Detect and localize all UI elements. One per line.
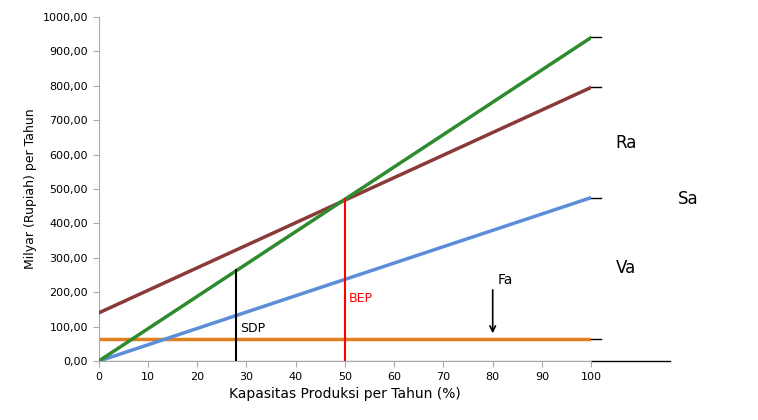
Y-axis label: Milyar (Rupiah) per Tahun: Milyar (Rupiah) per Tahun bbox=[24, 109, 37, 269]
Text: SDP: SDP bbox=[240, 322, 265, 335]
Text: Fa: Fa bbox=[497, 273, 513, 287]
Text: Ra: Ra bbox=[615, 134, 637, 152]
Text: Sa: Sa bbox=[678, 190, 698, 208]
X-axis label: Kapasitas Produksi per Tahun (%): Kapasitas Produksi per Tahun (%) bbox=[229, 387, 461, 401]
Text: Va: Va bbox=[615, 259, 636, 277]
Text: BEP: BEP bbox=[349, 292, 373, 305]
